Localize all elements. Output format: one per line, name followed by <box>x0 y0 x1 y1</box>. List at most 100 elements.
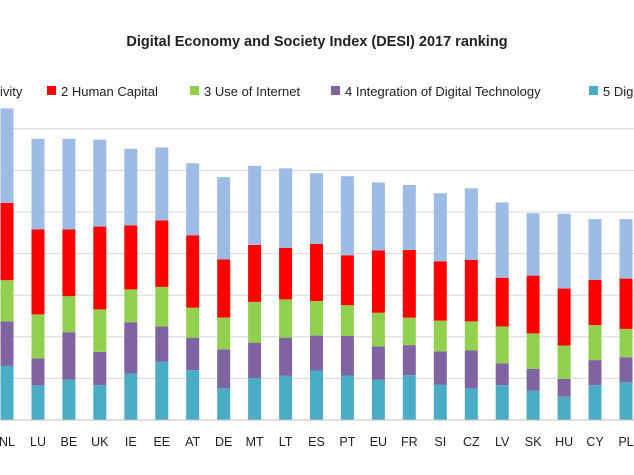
legend-label-connectivity: ivity <box>0 84 23 99</box>
bar-uk-series-4 <box>93 351 107 386</box>
legend-label-human-capital: 2 Human Capital <box>61 84 158 99</box>
bar-cz-series-4 <box>464 350 478 389</box>
bar-lv-series-4 <box>495 363 509 385</box>
bar-pt-series-5 <box>340 375 354 420</box>
bar-lt-series-5 <box>279 375 293 420</box>
bar-ee-series-4 <box>155 326 169 362</box>
bar-si-series-5 <box>433 384 447 420</box>
bar-uk-series-5 <box>93 385 107 420</box>
legend-swatch-use-of-internet <box>190 86 199 95</box>
bar-es-series-3 <box>310 301 323 336</box>
bar-lu-series-3 <box>31 314 45 359</box>
bar-sk-series-1 <box>526 213 540 276</box>
bar-de-series-1 <box>217 177 231 260</box>
bar-si-series-1 <box>433 193 447 262</box>
chart-title: Digital Economy and Society Index (DESI)… <box>126 34 507 50</box>
bar-mt-series-3 <box>248 301 262 343</box>
legend-label-digital-public-services: 5 Dig <box>603 84 633 99</box>
bar-pl-series-3 <box>619 328 633 358</box>
bar-sk-series-5 <box>526 390 540 420</box>
x-tick-label-eu: EU <box>370 435 387 449</box>
x-tick-label-lv: LV <box>495 435 510 449</box>
bar-be-series-5 <box>62 379 76 420</box>
x-tick-label-uk: UK <box>91 435 109 449</box>
x-tick-label-lu: LU <box>30 435 46 449</box>
bar-sk-series-2 <box>526 275 540 334</box>
bar-sk-series-4 <box>526 368 540 391</box>
x-tick-label-es: ES <box>308 435 325 449</box>
bar-nl-series-3 <box>0 280 14 322</box>
bar-at-series-4 <box>186 337 200 370</box>
x-tick-label-lt: LT <box>279 435 293 449</box>
bar-de-series-5 <box>217 388 231 420</box>
x-tick-label-si: SI <box>434 435 446 449</box>
bar-ee-series-1 <box>155 147 169 221</box>
bar-pl-series-4 <box>619 357 633 383</box>
bar-lt-series-2 <box>279 247 293 300</box>
x-tick-label-at: AT <box>185 435 200 449</box>
bar-pt-series-1 <box>340 176 354 256</box>
x-tick-label-cy: CY <box>586 435 604 449</box>
bar-cz-series-2 <box>464 259 478 322</box>
bar-ee-series-2 <box>155 220 169 287</box>
bar-cy-series-5 <box>588 385 602 420</box>
bar-at-series-2 <box>186 235 200 308</box>
bar-nl-series-4 <box>0 321 14 366</box>
bar-cy-series-3 <box>588 325 602 361</box>
bar-ee-series-3 <box>155 286 169 327</box>
bar-be-series-2 <box>62 229 76 297</box>
bar-lu-series-5 <box>31 385 45 420</box>
bar-lv-series-1 <box>495 202 509 278</box>
bar-eu-series-1 <box>371 182 385 251</box>
bar-ie-series-4 <box>124 322 138 374</box>
bar-ie-series-2 <box>124 225 138 290</box>
bar-lu-series-2 <box>31 229 45 315</box>
bar-si-series-2 <box>433 261 447 321</box>
bar-es-series-4 <box>310 335 323 371</box>
x-tick-label-hu: HU <box>555 435 573 449</box>
bar-be-series-1 <box>62 138 76 230</box>
bar-at-series-3 <box>186 307 200 338</box>
legend-swatch-digital-public-services <box>589 86 598 95</box>
bar-lv-series-5 <box>495 385 509 420</box>
legend-swatch-integration-digital-tech <box>331 86 340 95</box>
bar-cz-series-3 <box>464 321 478 351</box>
bar-es-series-2 <box>310 244 323 301</box>
bar-mt-series-2 <box>248 244 262 302</box>
bar-fr-series-2 <box>402 249 416 318</box>
x-tick-label-pl: PL <box>618 435 633 449</box>
bar-lv-series-3 <box>495 326 509 364</box>
bar-mt-series-1 <box>248 165 262 245</box>
bar-fr-series-3 <box>402 317 416 346</box>
bar-cy-series-1 <box>588 219 602 280</box>
bar-pt-series-3 <box>340 305 354 336</box>
bar-si-series-3 <box>433 320 447 352</box>
bar-be-series-3 <box>62 296 76 333</box>
bar-cz-series-1 <box>464 188 478 260</box>
x-tick-label-sk: SK <box>525 435 542 449</box>
bar-lt-series-1 <box>279 168 293 248</box>
bar-cy-series-4 <box>588 360 602 386</box>
x-tick-labels: NL LU BE UK IE EE AT DE MT LT ES PT EU FR SI CZ LV SK HU CY… <box>0 435 634 449</box>
bar-fr-series-5 <box>402 375 416 420</box>
bar-uk-series-3 <box>93 309 107 352</box>
bar-si-series-4 <box>433 351 447 385</box>
bar-pt-series-4 <box>340 336 354 376</box>
bar-cz-series-5 <box>464 388 478 420</box>
bar-fr-series-4 <box>402 345 416 376</box>
bar-nl-series-5 <box>0 365 14 420</box>
bar-at-series-5 <box>186 370 200 420</box>
x-tick-label-nl: NL <box>0 435 15 449</box>
x-tick-label-pt: PT <box>339 435 355 449</box>
bar-fr-series-1 <box>402 185 416 250</box>
x-tick-label-fr: FR <box>401 435 418 449</box>
bar-sk-series-3 <box>526 333 540 369</box>
legend-label-use-of-internet: 3 Use of Internet <box>204 84 300 99</box>
bar-es-series-1 <box>310 173 323 244</box>
bar-pt-series-2 <box>340 255 354 306</box>
legend-label-integration-digital-tech: 4 Integration of Digital Technology <box>345 84 541 99</box>
bar-de-series-4 <box>217 349 231 388</box>
bar-at-series-1 <box>186 163 200 236</box>
bars <box>0 108 633 420</box>
